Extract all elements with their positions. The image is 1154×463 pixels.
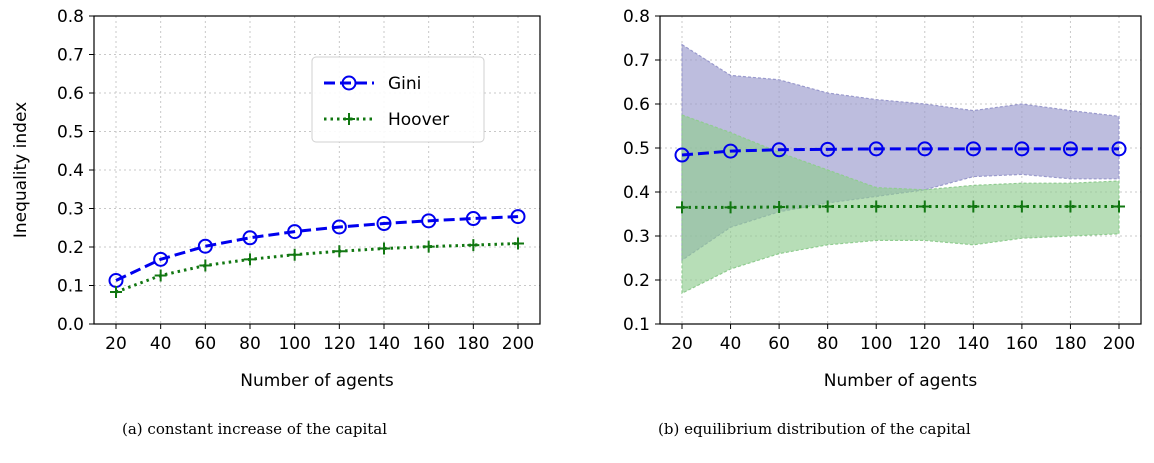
y-tick-label: 0.2: [57, 238, 84, 258]
band-series-1: [681, 114, 1120, 295]
y-tick-label: 0.1: [623, 315, 650, 335]
data-point: [1113, 200, 1125, 213]
x-tick-label: 60: [768, 334, 790, 354]
legend-label-0: Gini: [388, 74, 421, 94]
data-point: [288, 248, 301, 261]
data-point: [1064, 200, 1077, 213]
x-tick-label: 180: [1054, 334, 1086, 354]
series-line-1: [682, 205, 1119, 209]
x-tick-label: 120: [323, 334, 355, 354]
data-point: [967, 200, 980, 213]
y-tick-label: 0.8: [623, 7, 650, 27]
x-tick-label: 160: [1006, 334, 1038, 354]
y-tick-label: 0.7: [623, 51, 650, 71]
series-line-0: [681, 147, 1119, 157]
figure: 20 40 60 80 100 120 140 160 180 200 0.0 0.1 0.2 0.3 0.…: [11, 7, 1142, 391]
data-point: [512, 237, 524, 250]
data-point: [723, 143, 739, 159]
y-tick-label: 0.0: [57, 315, 84, 335]
plot-frame: [659, 15, 1142, 325]
data-point: [1111, 141, 1127, 157]
data-point: [771, 142, 787, 158]
y-tick-label: 0.6: [623, 95, 650, 115]
data-point: [242, 230, 258, 246]
data-point: [333, 245, 346, 258]
x-tick-label: 180: [457, 334, 489, 354]
y-tick-label: 0.4: [57, 161, 84, 181]
x-tick-label: 20: [671, 334, 693, 354]
y-tick-label: 0.5: [57, 123, 84, 143]
data-point: [676, 201, 688, 214]
x-tick-label: 40: [720, 334, 742, 354]
x-tick-label: 80: [817, 334, 839, 354]
data-point: [917, 141, 933, 157]
x-tick-label: 80: [239, 334, 261, 354]
data-point: [421, 213, 437, 229]
data-point: [965, 141, 981, 157]
data-point: [287, 224, 303, 240]
x-tick-label: 60: [195, 334, 217, 354]
data-point: [378, 242, 390, 255]
x-tick-label: 140: [957, 334, 989, 354]
data-point: [510, 209, 526, 225]
x-tick-label: 140: [368, 334, 400, 354]
series-line-1: [115, 242, 519, 294]
y-tick-label: 0.3: [57, 200, 84, 220]
chart-a: 20 40 60 80 100 120 140 160 180 200 0.0 0.1 0.2 0.3 0.…: [11, 7, 541, 391]
x-tick-label: 200: [502, 334, 534, 354]
y-tick-label: 0.7: [57, 46, 84, 66]
y-axis-label: Inequality index: [11, 102, 31, 238]
y-tick-label: 0.8: [57, 7, 84, 27]
y-tick-label: 0.6: [57, 84, 84, 104]
data-point: [110, 286, 122, 299]
caption-a: (a) constant increase of the capital: [122, 420, 388, 438]
data-point: [197, 238, 213, 254]
data-point: [199, 259, 212, 272]
data-point: [1062, 141, 1078, 157]
chart-b: 20 40 60 80 100 120 140 160 180 200 0.1 0.2 0.3 0.4 0.…: [623, 7, 1142, 391]
data-point: [154, 269, 167, 282]
data-point: [773, 200, 786, 213]
data-point: [331, 219, 347, 235]
data-point: [1014, 141, 1030, 157]
data-point: [918, 200, 931, 213]
series-line-0: [115, 215, 519, 282]
data-point: [724, 201, 737, 214]
y-tick-label: 0.3: [623, 227, 650, 247]
x-tick-label: 120: [909, 334, 941, 354]
x-tick-label: 100: [860, 334, 892, 354]
legend: Gini Hoover: [311, 56, 485, 143]
data-point: [821, 200, 834, 213]
data-point: [868, 141, 884, 157]
legend-box: [311, 56, 485, 143]
y-tick-label: 0.4: [623, 183, 650, 203]
legend-label-1: Hoover: [388, 110, 449, 130]
data-point: [376, 216, 392, 232]
y-tick-label: 0.1: [57, 277, 84, 297]
y-tick-label: 0.2: [623, 271, 650, 291]
x-tick-label: 100: [278, 334, 310, 354]
legend-marker-1: [343, 113, 355, 125]
data-point: [465, 211, 481, 227]
y-tick-label: 0.5: [623, 139, 650, 159]
x-tick-label: 20: [105, 334, 127, 354]
data-point: [870, 200, 883, 213]
data-point: [244, 253, 256, 266]
data-point: [467, 239, 480, 252]
data-point: [1015, 200, 1028, 213]
data-point: [820, 141, 836, 157]
x-tick-label: 200: [1103, 334, 1135, 354]
x-tick-label: 160: [412, 334, 444, 354]
x-axis-label: Number of agents: [240, 371, 394, 391]
x-tick-label: 40: [150, 334, 172, 354]
data-point: [674, 147, 690, 163]
data-point: [153, 251, 169, 267]
x-axis-label: Number of agents: [824, 371, 978, 391]
legend-marker-0: [341, 75, 357, 91]
data-point: [422, 240, 435, 253]
caption-b: (b) equilibrium distribution of the capi…: [658, 420, 971, 438]
